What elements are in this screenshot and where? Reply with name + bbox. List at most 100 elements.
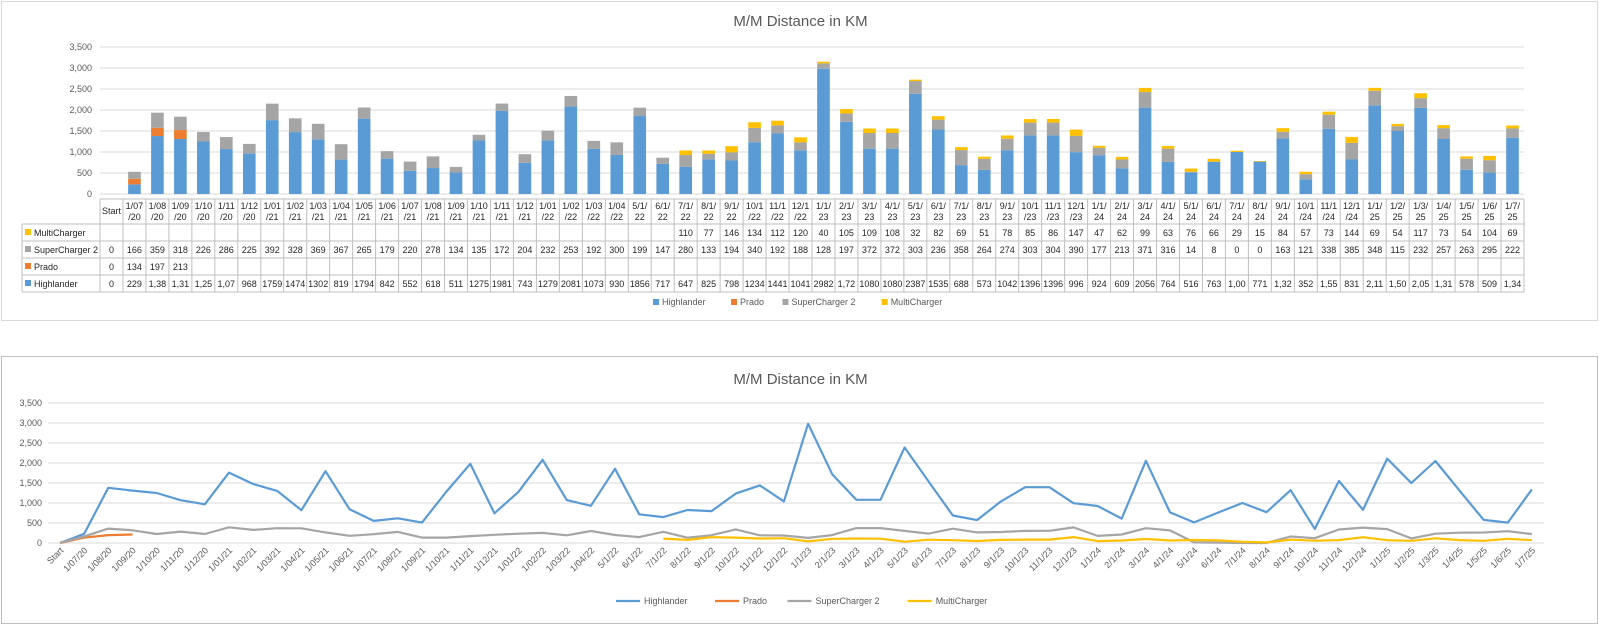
bar-segment xyxy=(1207,161,1221,194)
bar-segment xyxy=(1023,135,1037,194)
data-table-value: 32 xyxy=(910,228,920,238)
x-tick-label: 1/12/20 xyxy=(182,545,210,573)
category-label: /20 xyxy=(151,212,164,222)
bar-segment xyxy=(541,130,555,141)
data-table-value: 318 xyxy=(173,245,188,255)
data-table-value: 1,00 xyxy=(1228,279,1246,289)
category-label: 7/1/ xyxy=(678,201,694,211)
bar-segment xyxy=(288,118,302,133)
line-chart[interactable]: M/M Distance in KM 0 500 1,000 1,500 2,000 2,5… xyxy=(1,356,1598,624)
data-table-value: 29 xyxy=(1232,228,1242,238)
bar-segment xyxy=(197,141,210,194)
data-table-value: 179 xyxy=(380,245,395,255)
x-tick-label: 6/1/22 xyxy=(620,545,645,570)
bar-segment xyxy=(380,158,394,194)
bar-segment xyxy=(977,156,991,159)
bar-segment xyxy=(1253,161,1267,194)
x-tick-label: 1/1/23 xyxy=(789,545,814,570)
x-tick-label: 11/1/22 xyxy=(737,545,765,573)
data-table-value: 76 xyxy=(1186,228,1196,238)
category-label: 2/1/ xyxy=(839,201,855,211)
bar-segment xyxy=(426,156,440,169)
bar-segment xyxy=(794,150,807,194)
x-tick-label: 1/04/21 xyxy=(278,545,306,573)
data-table-value: 0 xyxy=(109,262,114,272)
bar-segment xyxy=(242,153,256,194)
bar-segment xyxy=(220,137,233,150)
y-tick-label: 500 xyxy=(77,168,92,178)
bar-segment xyxy=(1506,128,1519,138)
category-label: /24 xyxy=(1345,212,1358,222)
data-table-value: 573 xyxy=(977,279,992,289)
bar-segment xyxy=(265,103,279,121)
bar-segment xyxy=(1276,131,1290,139)
bar-segment xyxy=(794,137,807,143)
bar-segment xyxy=(1368,87,1382,91)
category-label: 24 xyxy=(1094,212,1104,222)
category-label: 1/4/ xyxy=(1436,201,1452,211)
x-tick-label: 3/1/23 xyxy=(837,545,862,570)
bar-segment xyxy=(840,113,853,122)
bar-segment xyxy=(932,116,945,120)
x-tick-label: 7/1/24 xyxy=(1223,545,1248,570)
category-label: 4/1/ xyxy=(885,201,901,211)
bar-chart-svg: M/M Distance in KM05001,0001,5002,0002,5… xyxy=(21,13,1525,307)
category-label: 12/1 xyxy=(792,201,810,211)
category-label: /22 xyxy=(542,212,555,222)
data-table-value: 0 xyxy=(1234,245,1239,255)
y-tick-label: 3,000 xyxy=(69,63,92,73)
legend-label: Prado xyxy=(743,596,767,606)
bar-segment xyxy=(1069,135,1083,153)
category-label: 12/1 xyxy=(1343,201,1361,211)
data-table-value: 295 xyxy=(1482,245,1497,255)
x-tick-label: 1/03/21 xyxy=(254,545,282,573)
bar-segment xyxy=(1138,87,1152,93)
bar-segment xyxy=(610,154,624,194)
bar-segment xyxy=(748,127,761,143)
data-table-value: 40 xyxy=(818,228,828,238)
bar-segment xyxy=(748,122,761,128)
category-label: 1/07 xyxy=(126,201,144,211)
data-table-value: 197 xyxy=(839,245,854,255)
x-tick-label: 1/02/22 xyxy=(520,545,548,573)
data-table-value: 316 xyxy=(1160,245,1175,255)
stacked-bar-chart[interactable]: M/M Distance in KM 0 500 1,000 1,500 2,000 2,5… xyxy=(1,1,1598,321)
bar-segment xyxy=(1322,114,1336,129)
data-table-value: 197 xyxy=(150,262,165,272)
category-label: 5/1/ xyxy=(632,201,648,211)
data-table-value: 146 xyxy=(724,228,739,238)
data-table-value: 930 xyxy=(609,279,624,289)
bar-segment xyxy=(817,61,830,64)
bar-segment xyxy=(1322,111,1336,115)
data-table-value: 1,25 xyxy=(195,279,213,289)
category-label: 11/1 xyxy=(1045,201,1062,211)
bar-segment xyxy=(1368,90,1382,106)
bar-segment xyxy=(1069,152,1083,194)
data-table-value: 1275 xyxy=(469,279,489,289)
data-table-value: 192 xyxy=(586,245,601,255)
data-table-value: 104 xyxy=(1482,228,1497,238)
bar-segment xyxy=(886,128,899,134)
category-label: 1/06 xyxy=(378,201,396,211)
legend-key xyxy=(25,263,31,269)
data-table-value: 199 xyxy=(632,245,647,255)
data-table-value: 14 xyxy=(1186,245,1196,255)
category-label: /22 xyxy=(565,212,578,222)
bar-segment xyxy=(1437,128,1450,139)
category-label: 24 xyxy=(1186,212,1196,222)
x-tick-label: 1/11/20 xyxy=(158,545,186,573)
category-label: 25 xyxy=(1439,212,1449,222)
data-table-value: 99 xyxy=(1140,228,1150,238)
y-tick-label: 2,500 xyxy=(69,84,92,94)
data-table-value: 348 xyxy=(1367,245,1382,255)
category-label: /21 xyxy=(335,212,348,222)
data-table-value: 77 xyxy=(704,228,714,238)
category-label: /23 xyxy=(1047,212,1060,222)
category-label: /22 xyxy=(588,212,601,222)
data-table-value: 286 xyxy=(219,245,234,255)
y-tick-label: 2,000 xyxy=(19,458,42,468)
category-label: /24 xyxy=(1323,212,1336,222)
category-label: 6/1/ xyxy=(1206,201,1222,211)
chart-title: M/M Distance in KM xyxy=(733,13,867,30)
bar-segment xyxy=(886,148,899,194)
